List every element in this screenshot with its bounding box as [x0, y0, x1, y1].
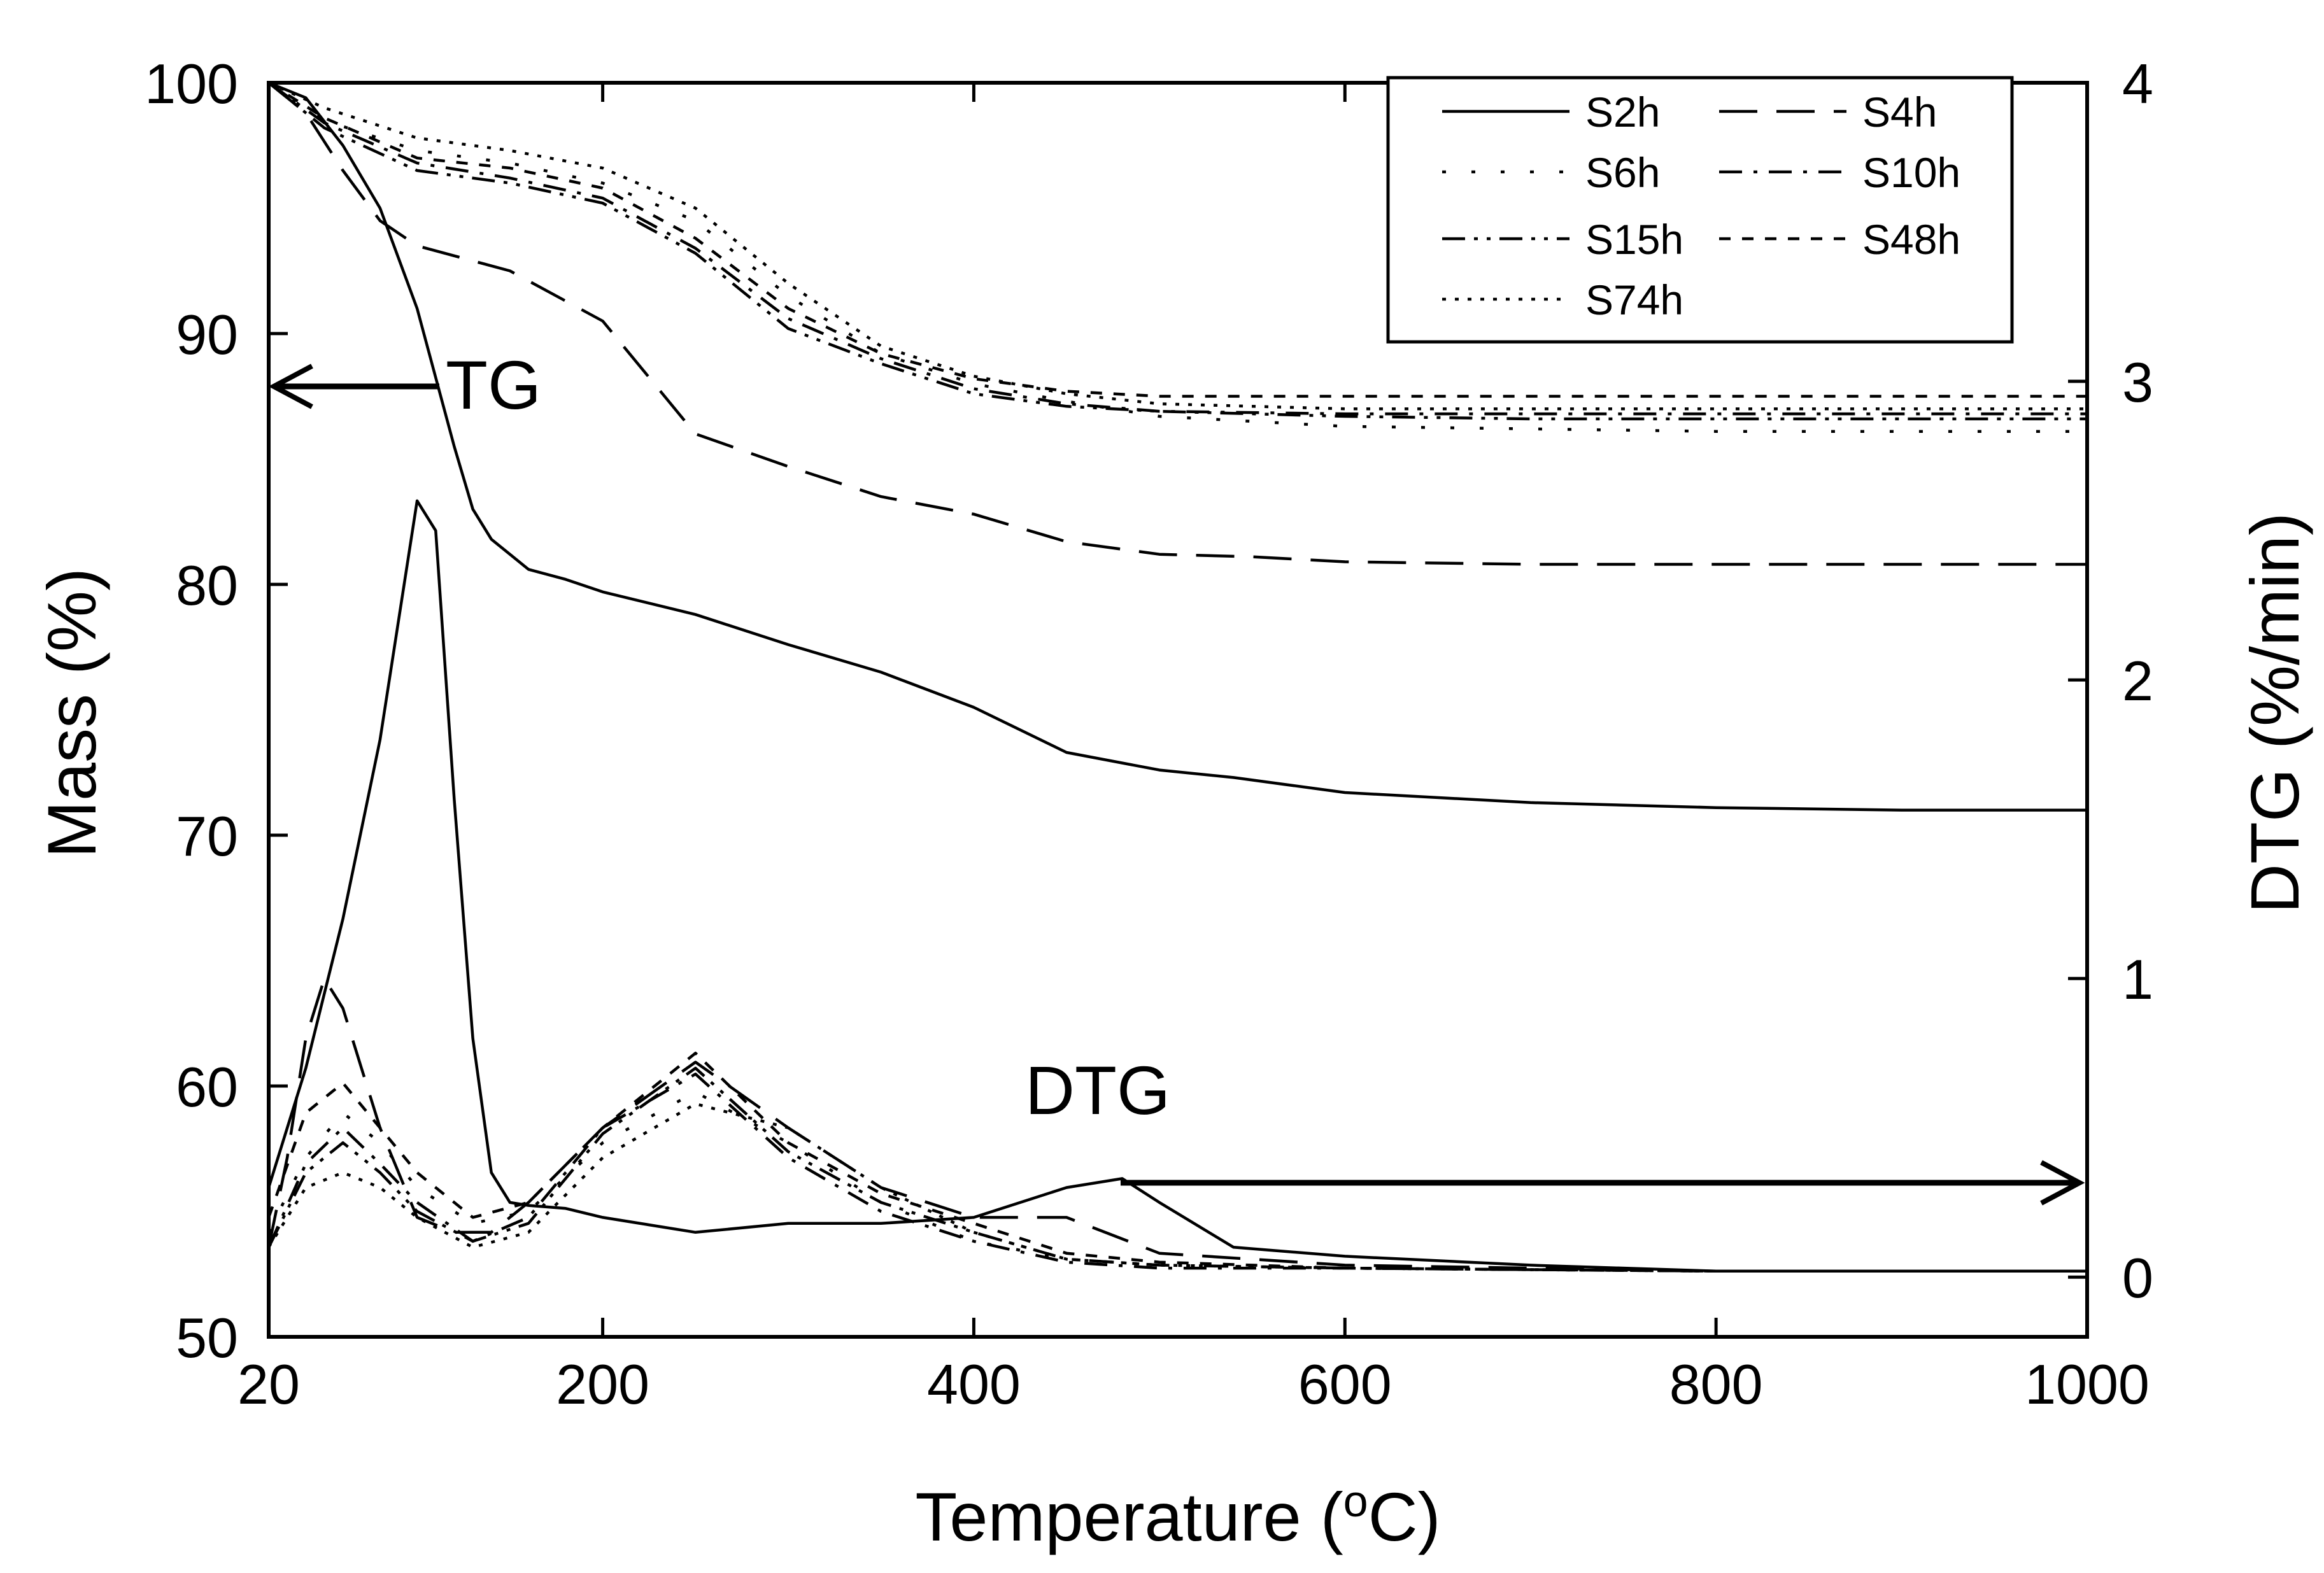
- tg-line-s48h: [269, 83, 2087, 398]
- tg-line-s74h: [269, 83, 2087, 411]
- dtg-arrowhead: [2040, 1160, 2085, 1206]
- x-tick-label: 600: [1298, 1353, 1392, 1416]
- legend-label-s48h: S48h: [1862, 216, 1960, 263]
- x-tick-label: 200: [556, 1353, 649, 1416]
- y-tick-label-left: 80: [176, 554, 238, 617]
- dtg-line-s10h: [269, 1072, 2087, 1273]
- x-tick-label: 400: [927, 1353, 1021, 1416]
- dtg-line-s15h: [269, 1066, 2087, 1273]
- y-tick-label-right: 3: [2122, 351, 2153, 414]
- y-tick-label-left: 100: [145, 52, 238, 115]
- tg-arrowhead: [268, 363, 313, 409]
- legend-label-s2h: S2h: [1585, 88, 1660, 136]
- y-axis-title-left: Mass (%): [33, 568, 110, 858]
- legend-label-s6h: S6h: [1585, 149, 1660, 196]
- dtg-label: DTG: [1025, 1052, 1170, 1129]
- plot-frame: [267, 81, 2089, 1339]
- tg-line-s2h: [269, 83, 2087, 812]
- y-axis-title-right: DTG (%/min): [2236, 512, 2313, 913]
- legend-label-s74h: S74h: [1585, 276, 1683, 323]
- curves: [269, 83, 2087, 1273]
- x-tick-label: 800: [1669, 1353, 1763, 1416]
- y-tick-label-left: 50: [176, 1306, 238, 1369]
- y-tick-label-right: 1: [2122, 948, 2153, 1011]
- dtg-line-s2h: [269, 499, 2087, 1273]
- dtg-line-s48h: [269, 1052, 2087, 1273]
- legend-label-s10h: S10h: [1862, 149, 1960, 196]
- y-tick-label-right: 2: [2122, 649, 2153, 712]
- tg-line-s4h: [269, 83, 2087, 566]
- legend: S2h S4h S6h S10h S15h S48h S74h: [1386, 76, 2014, 344]
- tg-line-s15h: [269, 83, 2087, 421]
- y-tick-label-left: 60: [176, 1055, 238, 1118]
- legend-label-s4h: S4h: [1862, 88, 1937, 136]
- y-tick-label-left: 70: [176, 805, 238, 868]
- legend-box: [1386, 76, 2014, 344]
- y-tick-label-right: 4: [2122, 52, 2153, 115]
- x-axis-title: Temperature (oC): [915, 1476, 1440, 1555]
- x-tick-label: 1000: [2025, 1353, 2150, 1416]
- dtg-line-s4h: [269, 977, 2087, 1273]
- x-tick-label: 20: [237, 1353, 300, 1416]
- legend-items: [1442, 109, 1846, 301]
- tg-label: TG: [446, 346, 541, 423]
- tg-line-s10h: [269, 83, 2087, 416]
- legend-label-s15h: S15h: [1585, 216, 1683, 263]
- y-tick-label-right: 0: [2122, 1246, 2153, 1309]
- y-tick-label-left: 90: [176, 303, 238, 366]
